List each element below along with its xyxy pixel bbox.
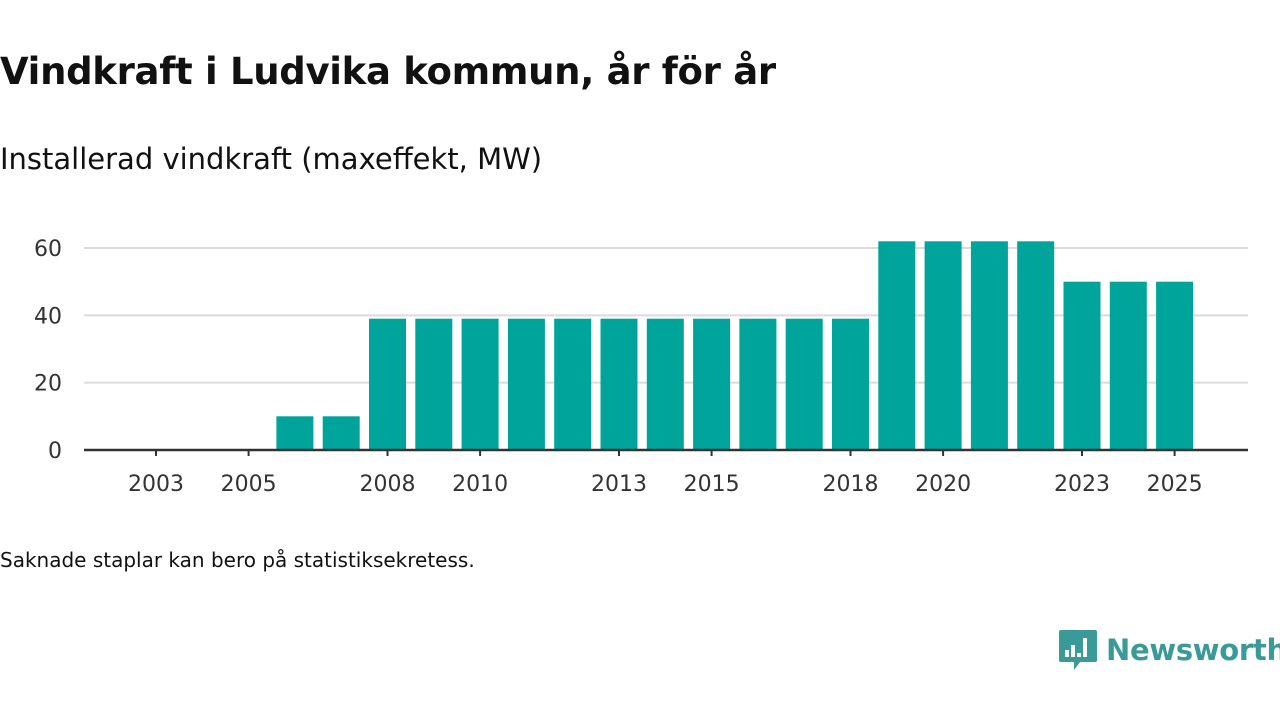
x-tick-label: 2010 — [452, 472, 508, 497]
brand-logo: Newsworthy — [1058, 628, 1280, 672]
bar-2020 — [924, 241, 962, 450]
axes: 0 20 40 60 2003 2005 2008 2010 2013 2015 2018 2020 2… — [34, 237, 1248, 497]
x-tick-label: 2005 — [221, 472, 277, 497]
bar-2012 — [554, 318, 592, 450]
y-tick-label: 60 — [34, 237, 62, 262]
x-tick-label: 2003 — [128, 472, 184, 497]
chart-subtitle: Installerad vindkraft (maxeffekt, MW) — [0, 142, 543, 176]
bar-2008 — [369, 318, 406, 450]
y-tick-label: 0 — [48, 439, 62, 464]
bar-2017 — [785, 318, 823, 450]
footnote: Saknade staplar kan bero på statistiksek… — [0, 548, 475, 572]
bar-2023 — [1063, 281, 1101, 450]
bar-2018 — [832, 318, 869, 450]
x-tick-label: 2008 — [360, 472, 416, 497]
bar-2013 — [600, 318, 638, 450]
bar-2022 — [1017, 241, 1055, 450]
x-tick-label: 2015 — [684, 472, 740, 497]
bars — [276, 241, 1194, 450]
x-tick-label: 2020 — [915, 472, 971, 497]
brand-name: Newsworthy — [1106, 633, 1280, 667]
y-tick-label: 40 — [34, 304, 62, 329]
bar-2024 — [1109, 281, 1147, 450]
bar-2016 — [739, 318, 777, 450]
bar-2011 — [507, 318, 545, 450]
x-tick-label: 2023 — [1054, 472, 1110, 497]
x-tick-label: 2013 — [591, 472, 647, 497]
bar-2014 — [646, 318, 684, 450]
newsworthy-logo-icon — [1059, 630, 1097, 670]
x-tick-label: 2025 — [1147, 472, 1203, 497]
bar-2009 — [415, 318, 453, 450]
bar-2025 — [1156, 281, 1194, 450]
bar-2007 — [322, 416, 360, 450]
bar-2021 — [970, 241, 1008, 450]
bar-2006 — [276, 416, 314, 450]
bar-2019 — [878, 241, 916, 450]
bar-2015 — [693, 318, 731, 450]
y-tick-label: 20 — [34, 372, 62, 397]
x-tick-label: 2018 — [823, 472, 879, 497]
chart-title: Vindkraft i Ludvika kommun, år för år — [0, 50, 776, 93]
bar-2010 — [461, 318, 499, 450]
